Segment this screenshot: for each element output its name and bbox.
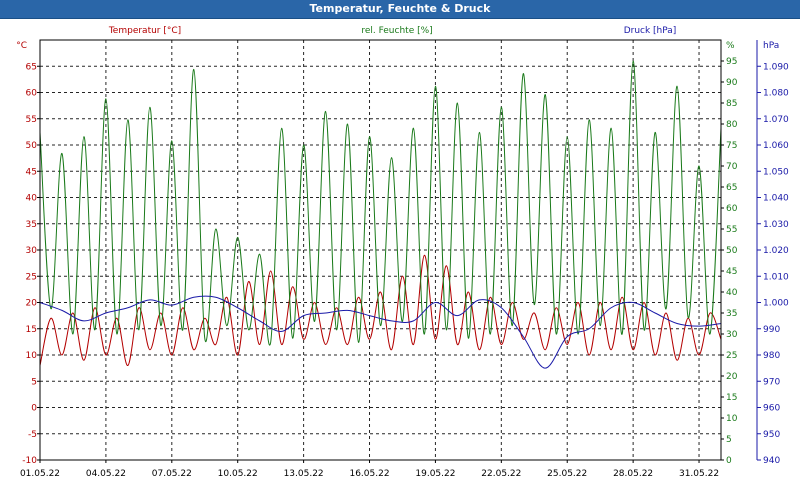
temperature-tick-label: 55 xyxy=(26,115,37,125)
grid xyxy=(39,40,721,461)
pressure-tick-label: 940 xyxy=(763,456,780,466)
pressure-tick-label: 1.080 xyxy=(763,89,789,99)
humidity-tick-label: 30 xyxy=(726,330,738,340)
humidity-tick-label: 20 xyxy=(726,372,738,382)
chart-area: -10 -5 0 5 10 15 20 25 30 35 40 45 50 55 60 65 °C 0 5 10 15 2… xyxy=(16,26,789,479)
pressure-tick-label: 1.070 xyxy=(763,115,789,125)
x-tick-label: 07.05.22 xyxy=(152,469,192,479)
humidity-tick-label: 45 xyxy=(726,267,737,277)
temperature-tick-label: 25 xyxy=(26,272,37,282)
humidity-tick-label: 35 xyxy=(726,309,737,319)
humidity-tick-label: 65 xyxy=(726,183,737,193)
temperature-tick-label: 60 xyxy=(26,89,38,99)
pressure-tick-label: 1.040 xyxy=(763,194,789,204)
humidity-tick-label: 40 xyxy=(726,288,738,298)
humidity-tick-label: 95 xyxy=(726,57,737,67)
humidity-unit-label: % xyxy=(726,41,735,51)
temperature-series-line xyxy=(39,254,722,367)
humidity-tick-label: 60 xyxy=(726,204,738,214)
humidity-axis-label: rel. Feuchte [%] xyxy=(361,26,432,36)
humidity-tick-label: 15 xyxy=(726,393,737,403)
humidity-tick-label: 0 xyxy=(726,456,732,466)
humidity-tick-label: 10 xyxy=(726,414,738,424)
humidity-tick-label: 70 xyxy=(726,162,738,172)
temperature-tick-label: 35 xyxy=(26,220,37,230)
temperature-tick-label: 0 xyxy=(31,404,37,414)
ticks-layer xyxy=(37,60,761,463)
x-tick-label: 13.05.22 xyxy=(284,469,324,479)
pressure-tick-label: 1.050 xyxy=(763,167,789,177)
temperature-tick-label: 45 xyxy=(26,167,37,177)
humidity-tick-label: 5 xyxy=(726,435,732,445)
x-tick-label: 22.05.22 xyxy=(481,469,521,479)
pressure-tick-label: 1.030 xyxy=(763,220,789,230)
humidity-tick-label: 50 xyxy=(726,246,738,256)
temperature-unit-label: °C xyxy=(16,41,27,51)
pressure-tick-label: 990 xyxy=(763,325,780,335)
humidity-tick-label: 25 xyxy=(726,351,737,361)
pressure-tick-label: 1.010 xyxy=(763,272,789,282)
pressure-tick-label: 1.060 xyxy=(763,141,789,151)
x-tick-label: 19.05.22 xyxy=(415,469,455,479)
pressure-tick-label: 1.000 xyxy=(763,299,789,309)
humidity-tick-label: 90 xyxy=(726,78,738,88)
pressure-axis-label: Druck [hPa] xyxy=(624,26,677,36)
temperature-tick-label: 40 xyxy=(26,194,38,204)
labels-layer: -10 -5 0 5 10 15 20 25 30 35 40 45 50 55 60 65 °C 0 5 10 15 2… xyxy=(16,26,789,479)
title-bar: Temperatur, Feuchte & Druck xyxy=(0,0,800,19)
temperature-tick-label: -10 xyxy=(22,456,37,466)
temperature-axis-label: Temperatur [°C] xyxy=(108,26,181,36)
humidity-tick-label: 85 xyxy=(726,99,737,109)
pressure-tick-label: 980 xyxy=(763,351,780,361)
x-tick-label: 16.05.22 xyxy=(349,469,389,479)
x-tick-label: 25.05.22 xyxy=(547,469,587,479)
temperature-tick-label: 5 xyxy=(31,377,37,387)
humidity-tick-label: 80 xyxy=(726,120,738,130)
x-tick-label: 31.05.22 xyxy=(679,469,719,479)
x-tick-label: 28.05.22 xyxy=(613,469,653,479)
humidity-tick-label: 75 xyxy=(726,141,737,151)
x-tick-label: 01.05.22 xyxy=(20,469,60,479)
temperature-tick-label: 10 xyxy=(26,351,38,361)
temperature-tick-label: -5 xyxy=(28,430,37,440)
temperature-tick-label: 20 xyxy=(26,299,38,309)
pressure-unit-label: hPa xyxy=(763,41,779,51)
pressure-series-line xyxy=(39,295,722,369)
humidity-tick-label: 55 xyxy=(726,225,737,235)
x-tick-label: 04.05.22 xyxy=(86,469,126,479)
temperature-tick-label: 65 xyxy=(26,62,37,72)
temperature-tick-label: 30 xyxy=(26,246,38,256)
pressure-tick-label: 970 xyxy=(763,377,780,387)
x-tick-label: 10.05.22 xyxy=(218,469,258,479)
pressure-tick-label: 960 xyxy=(763,404,780,414)
series-layer xyxy=(39,60,722,369)
humidity-series-line xyxy=(39,60,722,346)
temperature-tick-label: 15 xyxy=(26,325,37,335)
pressure-tick-label: 1.090 xyxy=(763,62,789,72)
temperature-tick-label: 50 xyxy=(26,141,38,151)
chart-title: Temperatur, Feuchte & Druck xyxy=(309,2,491,15)
pressure-tick-label: 1.020 xyxy=(763,246,789,256)
pressure-tick-label: 950 xyxy=(763,430,780,440)
